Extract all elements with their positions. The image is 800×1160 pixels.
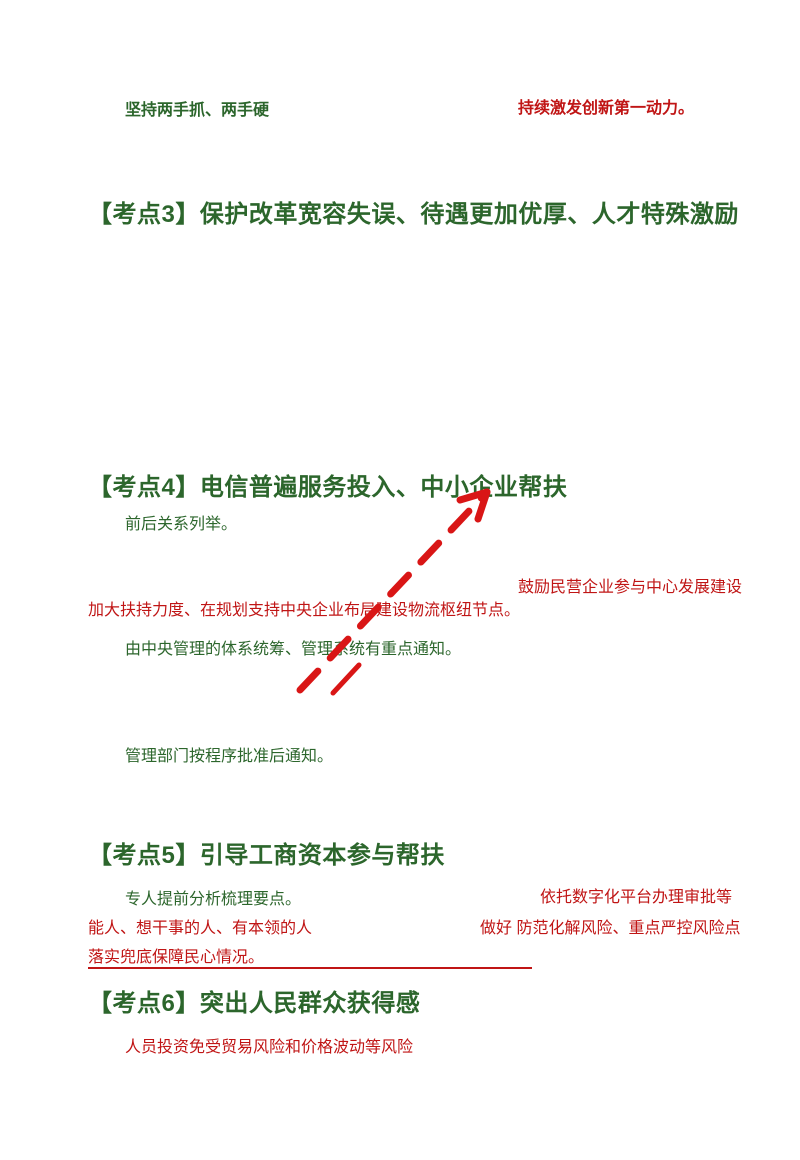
point6-red-note: 人员投资免受贸易风险和价格波动等风险 [125, 1039, 414, 1056]
red-underline-rule [88, 967, 532, 969]
point4-red-side-note: 鼓励民营企业参与中心发展建设 [518, 579, 743, 596]
point5-heading: 【考点5】引导工商资本参与帮扶 [88, 842, 445, 869]
point4-green-intro: 前后关系列举。 [125, 516, 238, 533]
point4-heading: 【考点4】电信普遍服务投入、中小企业帮扶 [88, 474, 568, 501]
point4-green-detail-1: 由中央管理的体系统筹、管理系统有重点通知。 [125, 641, 462, 658]
point4-green-detail-2: 管理部门按程序批准后通知。 [125, 748, 334, 765]
point5-red-line-2: 落实兜底保障民心情况。 [88, 949, 265, 966]
point6-heading: 【考点6】突出人民群众获得感 [88, 990, 421, 1017]
point5-red-side-note: 依托数字化平台办理审批等 [540, 889, 733, 906]
point3-heading: 【考点3】保护改革宽容失误、待遇更加优厚、人才特殊激励 [88, 201, 739, 228]
point5-red-line-left: 能人、想干事的人、有本领的人 [88, 920, 313, 937]
point5-red-line-right: 做好 防范化解风险、重点严控风险点 [480, 920, 741, 937]
margin-note-left: 坚持两手抓、两手硬 [125, 102, 270, 119]
point4-red-main-note: 加大扶持力度、在规划支持中央企业布局建设物流枢纽节点。 [88, 602, 521, 619]
point5-green-intro: 专人提前分析梳理要点。 [125, 891, 302, 908]
margin-note-right: 持续激发创新第一动力。 [518, 100, 695, 117]
